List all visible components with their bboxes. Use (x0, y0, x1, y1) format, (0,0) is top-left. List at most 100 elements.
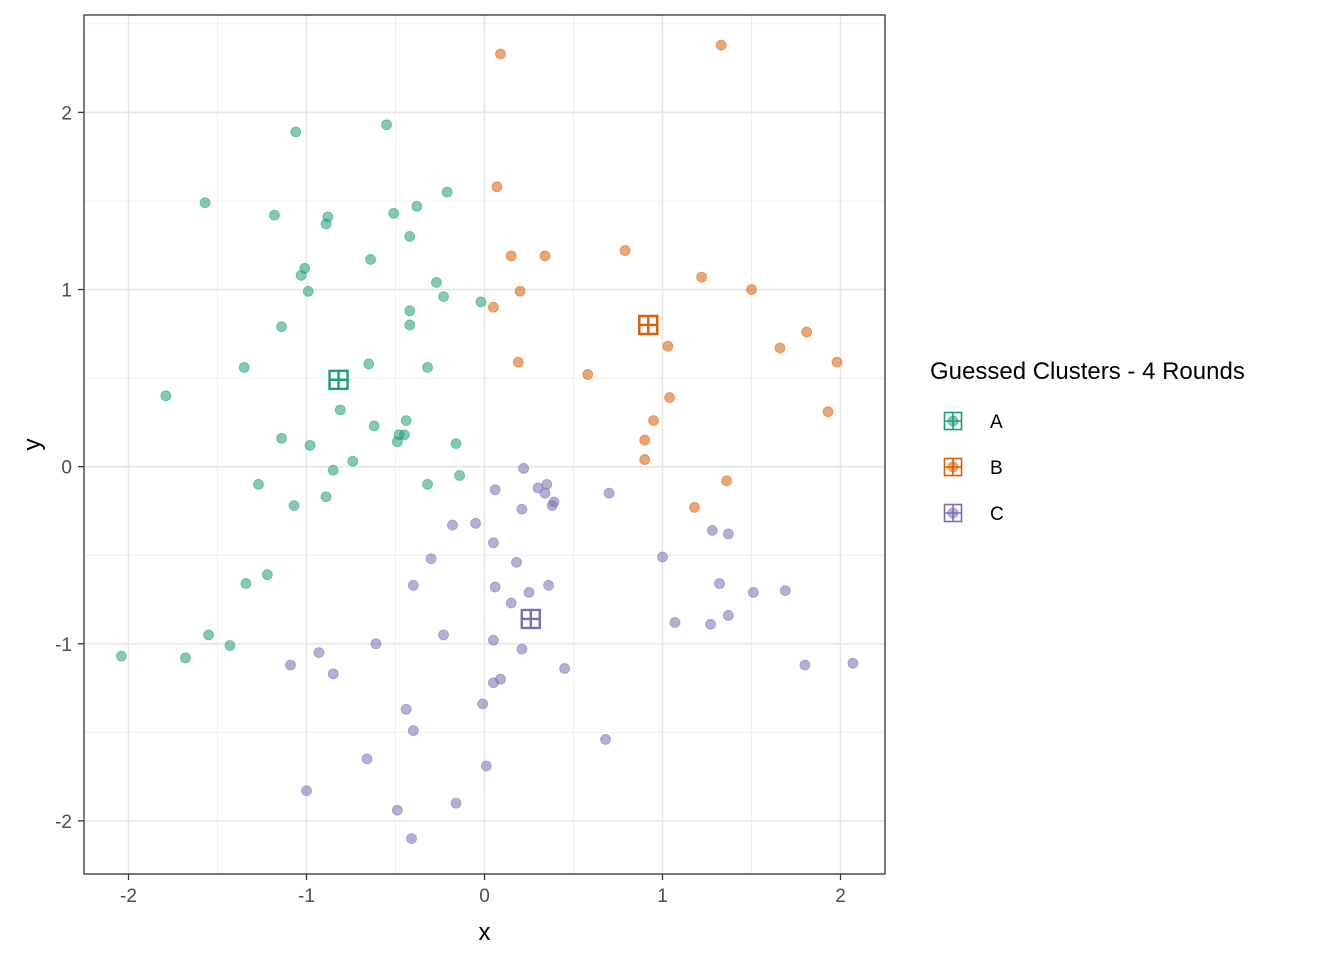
data-point-c (301, 785, 312, 797)
data-point-c (407, 725, 419, 736)
data-point-c (516, 503, 528, 515)
data-point-c (722, 610, 734, 621)
points-layer (115, 39, 859, 844)
data-point-c (714, 578, 725, 589)
data-point-c (511, 556, 522, 568)
legend-title: Guessed Clusters - 4 Rounds (930, 358, 1245, 385)
data-point-a (398, 429, 410, 441)
data-point-a (295, 269, 307, 281)
data-point-a (203, 629, 215, 641)
data-point-a (290, 126, 302, 138)
data-point-b (619, 245, 631, 256)
data-point-a (422, 362, 433, 373)
y-axis-ticks: -2 -1 0 1 2 (55, 103, 84, 833)
data-point-a (400, 415, 412, 426)
data-point-a (269, 209, 280, 221)
data-point-a (320, 491, 332, 503)
data-point-b (505, 250, 517, 262)
data-point-a (327, 464, 339, 476)
data-point-a (441, 186, 453, 198)
data-point-a (302, 285, 314, 297)
data-point-b (831, 356, 843, 368)
data-point-c (523, 586, 535, 598)
data-point-c (361, 753, 373, 765)
data-point-a (454, 470, 465, 481)
data-point-a (404, 305, 416, 317)
x-tick-label: -1 (298, 886, 315, 907)
data-point-a (475, 296, 487, 308)
data-point-c (747, 586, 759, 598)
data-point-b (774, 342, 786, 354)
data-point-b (696, 271, 708, 283)
data-point-b (639, 454, 651, 465)
data-point-a (450, 438, 462, 450)
data-point-c (505, 597, 517, 609)
legend-label-a: A (990, 412, 1003, 433)
data-point-b (721, 475, 732, 487)
x-tick-label: 0 (479, 886, 490, 907)
data-point-c (722, 528, 734, 540)
data-point-a (334, 404, 346, 416)
data-point-a (276, 321, 287, 333)
data-point-c (407, 579, 419, 591)
data-point-b (539, 250, 551, 262)
data-point-c (799, 659, 811, 671)
data-point-b (822, 406, 834, 418)
data-point-a (224, 640, 236, 651)
data-point-c (489, 581, 501, 593)
data-point-c (391, 804, 403, 816)
data-point-a (320, 218, 332, 230)
x-tick-label: 1 (657, 886, 668, 907)
data-point-b (487, 301, 499, 313)
x-tick-label: 2 (835, 886, 846, 907)
data-point-a (438, 291, 449, 303)
data-point-c (477, 698, 489, 710)
data-point-b (746, 284, 757, 295)
data-point-c (447, 519, 458, 531)
data-point-c (450, 797, 462, 809)
x-tick-label: -2 (120, 886, 137, 907)
data-point-c (539, 487, 551, 499)
data-point-a (199, 197, 211, 209)
data-point-c (327, 668, 339, 680)
data-point-b (662, 340, 674, 352)
data-point-a (240, 578, 252, 589)
data-point-c (543, 579, 554, 591)
data-point-a (238, 362, 250, 373)
data-point-c (518, 463, 530, 474)
data-point-c (400, 703, 412, 715)
legend-centroid-c (943, 503, 963, 523)
legend-key-a: A (943, 411, 1003, 433)
data-point-c (541, 478, 553, 490)
data-point-a (431, 277, 442, 288)
legend: Guessed Clusters - 4 Rounds A B C (930, 358, 1245, 525)
data-point-a (381, 119, 393, 131)
centroid-a (328, 369, 349, 391)
data-point-a (404, 230, 416, 242)
data-point-a (276, 432, 287, 444)
data-point-c (779, 585, 791, 597)
data-point-a (368, 420, 380, 432)
data-point-a (388, 207, 400, 219)
centroids-layer (328, 314, 659, 630)
data-point-a (253, 478, 264, 490)
data-point-b (495, 48, 506, 60)
data-point-c (600, 733, 611, 745)
data-point-c (657, 551, 668, 563)
data-point-a (365, 254, 376, 265)
data-point-b (582, 369, 594, 380)
data-point-a (288, 500, 300, 512)
y-tick-label: 1 (61, 281, 72, 302)
data-point-c (559, 663, 570, 674)
data-point-c (847, 657, 859, 669)
legend-centroid-a (943, 411, 963, 431)
data-point-b (491, 181, 503, 193)
data-point-c (487, 537, 499, 549)
data-point-c (406, 833, 417, 844)
data-point-c (516, 643, 528, 655)
data-point-a (160, 390, 172, 402)
data-point-a (180, 652, 191, 664)
data-point-c (669, 617, 681, 628)
data-point-c (425, 553, 437, 565)
